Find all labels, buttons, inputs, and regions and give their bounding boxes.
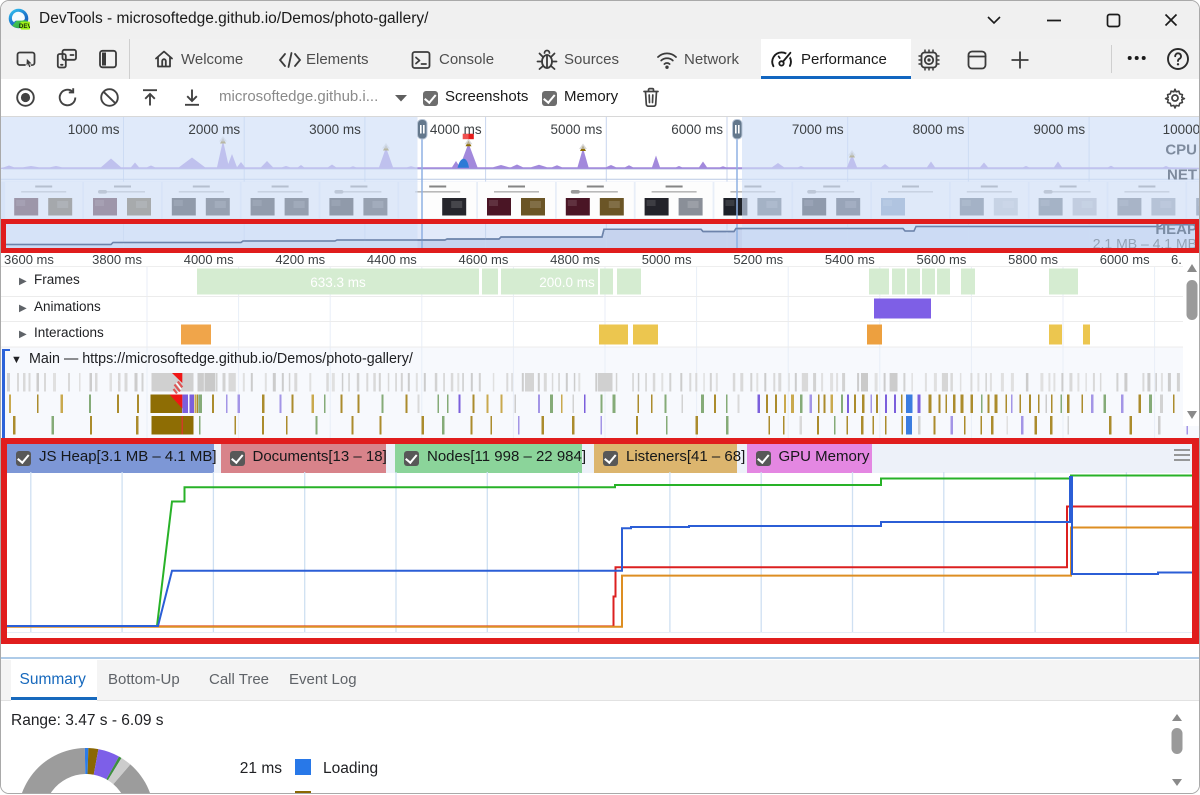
svg-text:4400 ms: 4400 ms	[367, 253, 417, 267]
svg-text:NET: NET	[1167, 167, 1197, 184]
svg-text:3800 ms: 3800 ms	[92, 253, 142, 267]
svg-text:6000 ms: 6000 ms	[1100, 253, 1150, 267]
svg-text:4800 ms: 4800 ms	[550, 253, 600, 267]
svg-text:4200 ms: 4200 ms	[275, 253, 325, 267]
svg-text:1000 ms: 1000 ms	[68, 122, 120, 137]
svg-text:200.0 ms: 200.0 ms	[539, 275, 595, 290]
svg-text:4000 ms: 4000 ms	[430, 122, 482, 137]
svg-text:8000 ms: 8000 ms	[913, 122, 965, 137]
svg-text:10000 ms: 10000 ms	[1163, 122, 1200, 137]
svg-text:5600 ms: 5600 ms	[917, 253, 967, 267]
svg-text:CPU: CPU	[1165, 142, 1197, 159]
svg-text:2000 ms: 2000 ms	[188, 122, 240, 137]
svg-text:5200 ms: 5200 ms	[733, 253, 783, 267]
svg-text:5800 ms: 5800 ms	[1008, 253, 1058, 267]
svg-text:HEAP: HEAP	[1155, 221, 1197, 238]
svg-text:2.1 MB – 4.1 MB: 2.1 MB – 4.1 MB	[1093, 236, 1197, 252]
svg-text:6000 ms: 6000 ms	[671, 122, 723, 137]
svg-text:3600 ms: 3600 ms	[4, 253, 54, 267]
svg-text:5400 ms: 5400 ms	[825, 253, 875, 267]
svg-text:4000 ms: 4000 ms	[184, 253, 234, 267]
svg-text:4600 ms: 4600 ms	[459, 253, 509, 267]
svg-text:5000 ms: 5000 ms	[642, 253, 692, 267]
svg-text:7000 ms: 7000 ms	[792, 122, 844, 137]
svg-text:6.: 6.	[1171, 253, 1182, 267]
svg-text:3000 ms: 3000 ms	[309, 122, 361, 137]
svg-text:9000 ms: 9000 ms	[1033, 122, 1085, 137]
svg-text:633.3 ms: 633.3 ms	[310, 275, 366, 290]
svg-text:DEV: DEV	[19, 23, 30, 30]
svg-text:5000 ms: 5000 ms	[551, 122, 603, 137]
